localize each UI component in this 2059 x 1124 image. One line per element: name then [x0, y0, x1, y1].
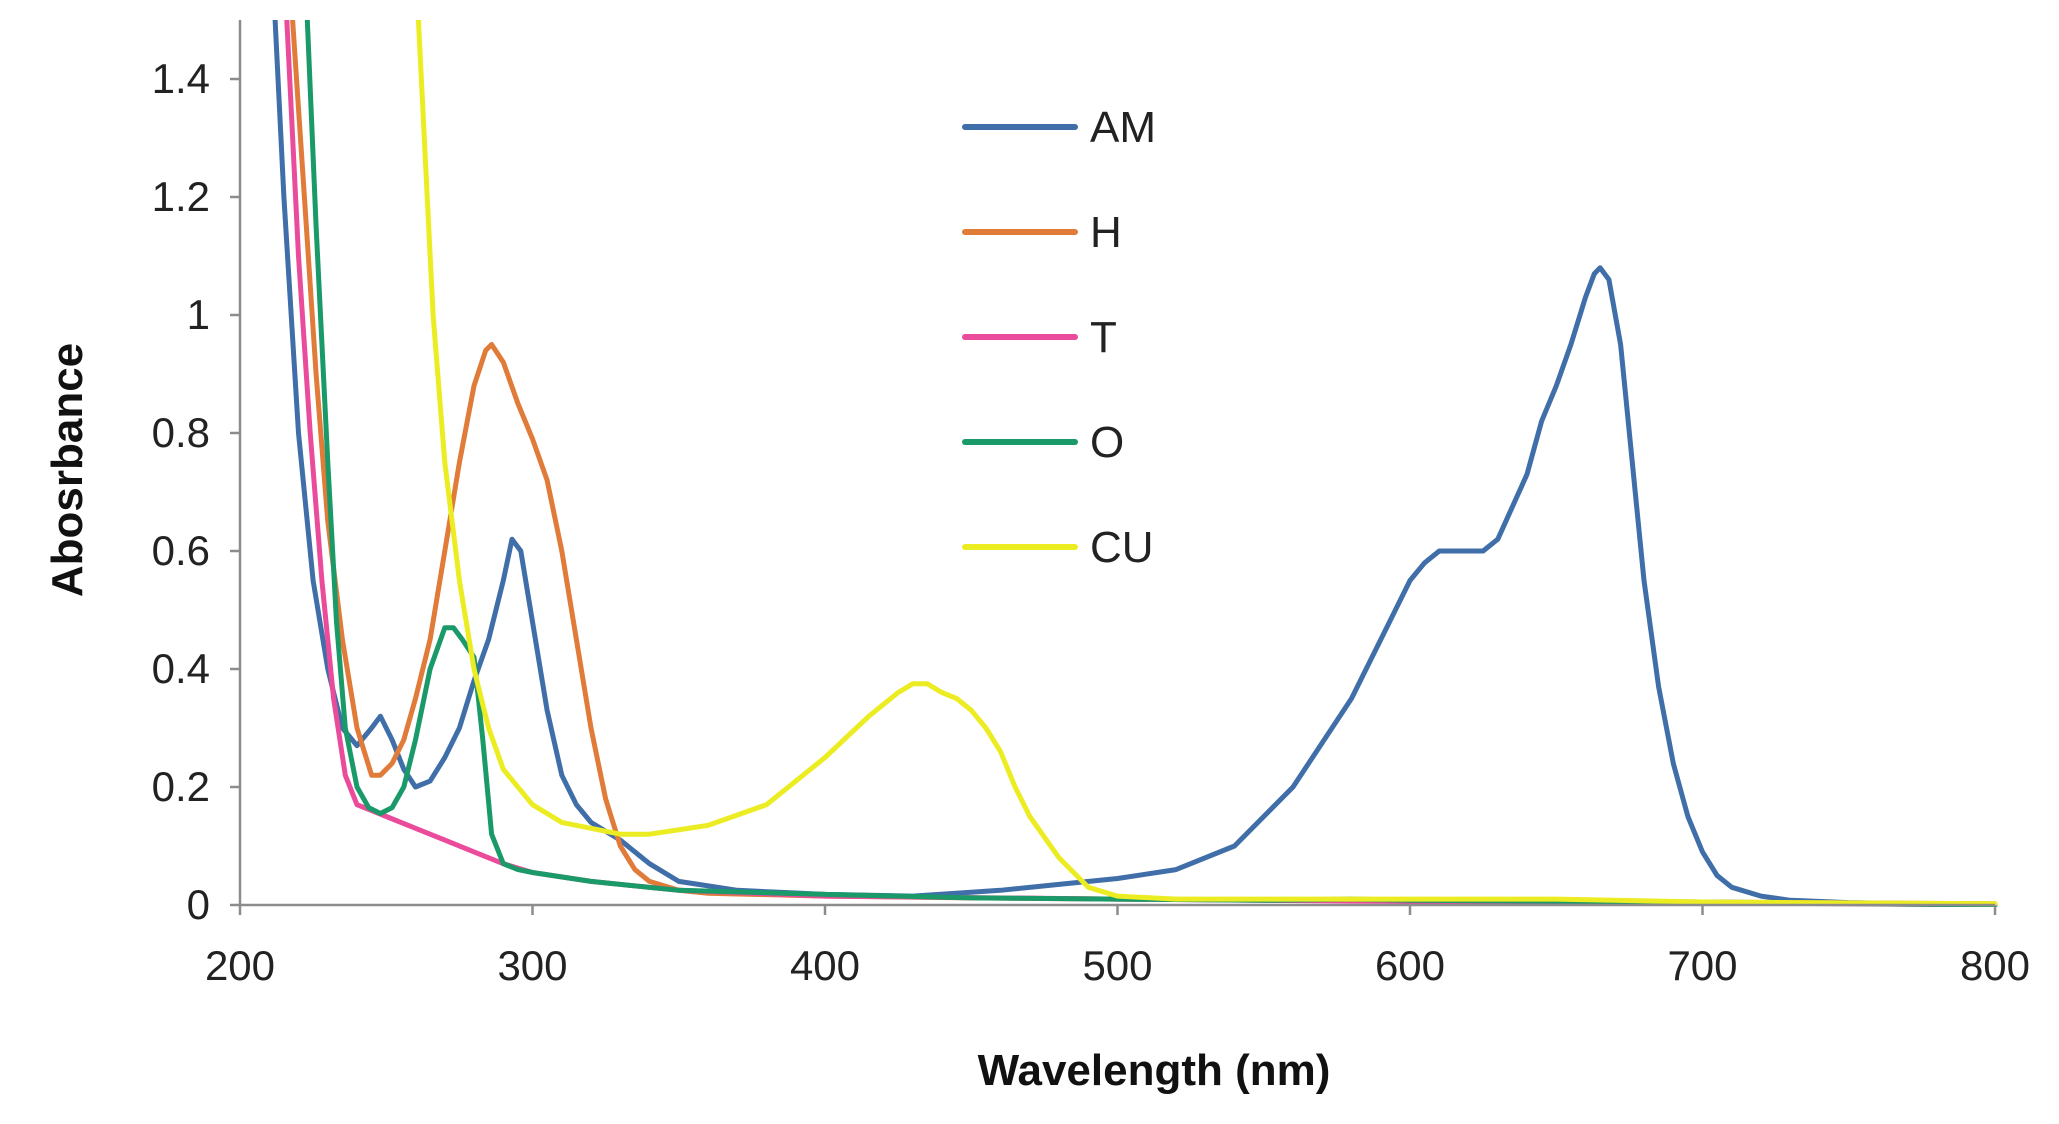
x-tick-label: 400 [790, 942, 860, 989]
y-axis-title: Abosrbance [43, 343, 92, 597]
series-line-h [290, 20, 1998, 907]
tick-labels: 0 0.2 0.4 0.6 0.8 1 1.2 1.4 200 300 400 500 600 700 80… [152, 55, 2030, 989]
axes-layer [230, 20, 1997, 915]
series-line-am [272, 20, 1998, 907]
y-tick-label: 0.6 [152, 527, 210, 574]
legend-item-o: O [962, 418, 1124, 467]
y-tick-label: 0.2 [152, 763, 210, 810]
y-tick-label: 1.4 [152, 55, 210, 102]
x-tick-label: 700 [1667, 942, 1737, 989]
x-tick-label: 200 [205, 942, 275, 989]
legend-item-cu: CU [962, 523, 1154, 572]
y-tick-label: 0 [187, 881, 210, 928]
y-tick-label: 1 [187, 291, 210, 338]
y-tick-label: 0.8 [152, 409, 210, 456]
legend-label: O [1090, 418, 1124, 467]
y-tick-label: 0.4 [152, 645, 210, 692]
legend-label: CU [1090, 523, 1154, 572]
x-tick-label: 300 [497, 942, 567, 989]
legend-label: H [1090, 208, 1122, 257]
legend: AM H T O CU [962, 103, 1156, 572]
x-tick-label: 800 [1960, 942, 2030, 989]
legend-item-am: AM [962, 103, 1156, 152]
legend-label: T [1090, 313, 1117, 362]
series-layer [272, 20, 1998, 907]
x-axis-title: Wavelength (nm) [978, 1046, 1331, 1095]
series-line-cu [415, 20, 1998, 907]
legend-item-h: H [962, 208, 1122, 257]
y-tick-label: 1.2 [152, 173, 210, 220]
legend-label: AM [1090, 103, 1156, 152]
x-tick-label: 500 [1082, 942, 1152, 989]
x-tick-label: 600 [1375, 942, 1445, 989]
legend-item-t: T [962, 313, 1117, 362]
